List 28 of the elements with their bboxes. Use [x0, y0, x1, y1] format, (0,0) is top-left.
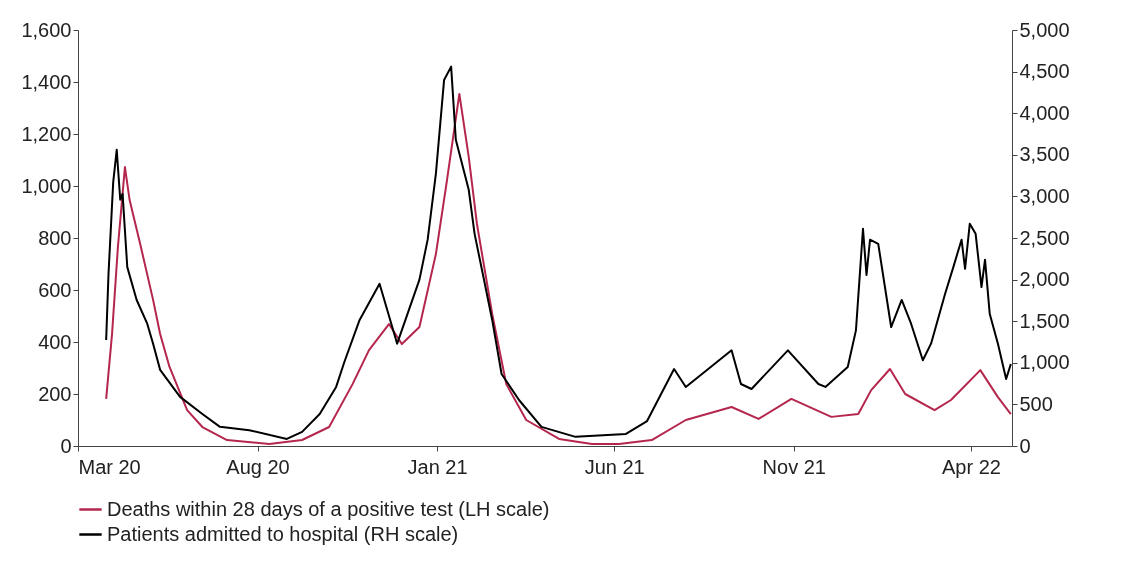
x-tick-label: Aug 20	[226, 455, 290, 478]
x-tick-label: Mar 20	[78, 455, 141, 478]
y-tick-label: 1,200	[21, 122, 72, 145]
x-tick-label: Apr 22	[941, 455, 1001, 478]
y2-tick-label: 3,000	[1019, 184, 1070, 207]
x-tick-label: Jan 21	[407, 455, 468, 478]
y2-tick-label: 500	[1019, 392, 1053, 415]
y2-tick-label: 4,000	[1019, 101, 1070, 124]
y-tick-label: 1,600	[21, 18, 72, 41]
y-tick-label: 600	[38, 278, 72, 301]
y2-tick-label: 2,500	[1019, 226, 1070, 249]
y2-tick-label: 4,500	[1019, 60, 1070, 83]
y2-tick-label: 2,000	[1019, 268, 1070, 291]
y2-tick-label: 1,500	[1019, 309, 1070, 332]
legend-label: Patients admitted to hospital (RH scale)	[107, 522, 459, 545]
y-tick-label: 1,000	[21, 174, 72, 197]
y-tick-label: 200	[38, 382, 72, 405]
y2-tick-label: 3,500	[1019, 143, 1070, 166]
y-tick-label: 0	[60, 434, 72, 457]
x-tick-label: Jun 21	[584, 455, 645, 478]
y2-tick-label: 5,000	[1019, 18, 1070, 41]
y-tick-label: 400	[38, 330, 72, 353]
y2-tick-label: 1,000	[1019, 351, 1070, 374]
legend-label: Deaths within 28 days of a positive test (LH scale)	[107, 497, 550, 520]
y-tick-label: 800	[38, 226, 72, 249]
x-tick-label: Nov 21	[762, 455, 826, 478]
y-tick-label: 1,400	[21, 70, 72, 93]
y2-tick-label: 0	[1019, 434, 1031, 457]
